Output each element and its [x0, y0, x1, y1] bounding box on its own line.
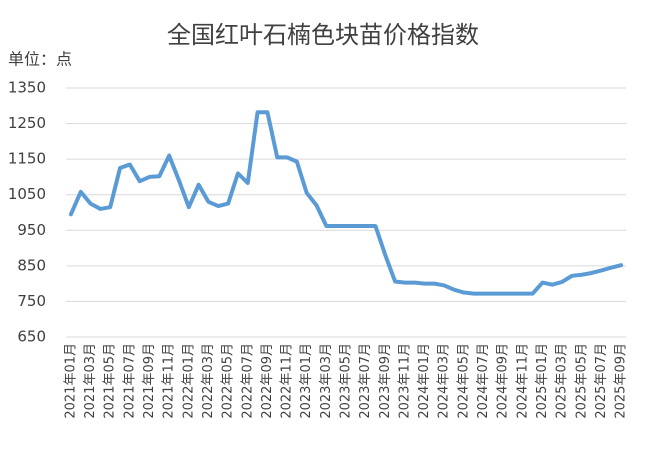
y-tick-label: 1250 — [8, 114, 46, 132]
x-tick-label: 2024年07月 — [476, 343, 491, 419]
x-tick-label: 2024年05月 — [456, 343, 471, 419]
x-tick-label: 2023年07月 — [358, 343, 373, 419]
y-tick-label: 950 — [17, 221, 46, 239]
x-tick-label: 2024年11月 — [515, 343, 530, 419]
x-tick-label: 2022年03月 — [201, 343, 216, 419]
x-tick-label: 2025年09月 — [614, 343, 629, 419]
x-tick-label: 2024年09月 — [496, 343, 511, 419]
y-tick-label: 1050 — [8, 185, 46, 203]
y-tick-label: 650 — [17, 328, 46, 346]
x-tick-label: 2022年07月 — [240, 343, 255, 419]
x-tick-label: 2021年01月 — [63, 343, 78, 419]
x-tick-label: 2022年05月 — [221, 343, 236, 419]
x-tick-label: 2023年11月 — [397, 343, 412, 419]
x-tick-label: 2025年03月 — [555, 343, 570, 419]
x-tick-label: 2022年09月 — [260, 343, 275, 419]
x-tick-label: 2024年01月 — [417, 343, 432, 419]
data-line — [68, 110, 624, 296]
y-tick-label: 750 — [17, 292, 46, 310]
y-tick-label: 1350 — [8, 79, 46, 97]
chart-title: 全国红叶石楠色块苗价格指数 — [167, 21, 479, 49]
x-tick-label: 2023年01月 — [299, 343, 314, 419]
x-tick-label: 2021年11月 — [162, 343, 177, 419]
x-tick-label: 2023年05月 — [339, 343, 354, 419]
x-tick-label: 2021年09月 — [142, 343, 157, 419]
unit-label: 单位：点 — [8, 50, 72, 69]
y-tick-label: 1150 — [8, 150, 46, 168]
x-tick-label: 2025年01月 — [535, 343, 550, 419]
x-tick-label: 2025年05月 — [574, 343, 589, 419]
x-tick-label: 2022年01月 — [181, 343, 196, 419]
y-tick-label: 850 — [17, 256, 46, 274]
x-tick-label: 2021年03月 — [83, 343, 98, 419]
x-tick-label: 2025年07月 — [594, 343, 609, 419]
x-tick-label: 2024年03月 — [437, 343, 452, 419]
x-tick-label: 2021年07月 — [122, 343, 137, 419]
x-tick-label: 2023年03月 — [319, 343, 334, 419]
x-tick-label: 2023年09月 — [378, 343, 393, 419]
x-tick-label: 2021年05月 — [103, 343, 118, 419]
x-tick-label: 2022年11月 — [280, 343, 295, 419]
